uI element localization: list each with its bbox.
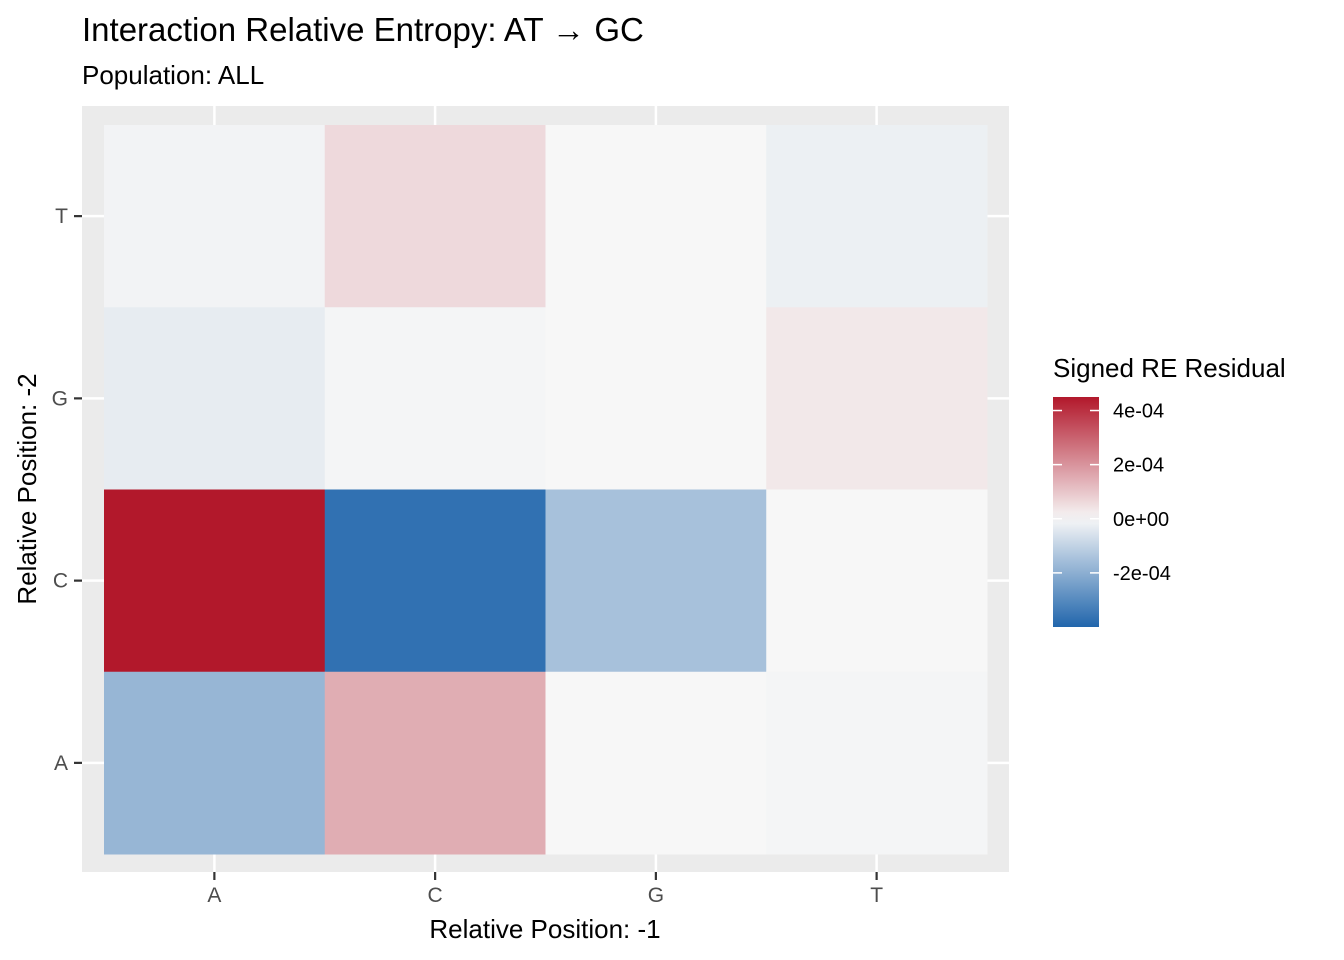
heatmap-cell-T-C <box>766 489 988 673</box>
heatmap-cell-C-T <box>324 125 546 308</box>
y-tick-label-T: T <box>55 205 68 228</box>
heatmap-cell-A-A <box>104 671 326 855</box>
heatmap-cell-G-T <box>545 125 767 308</box>
heatmap-cell-A-G <box>104 307 326 490</box>
heatmap-cell-G-G <box>545 307 767 490</box>
heatmap-cells <box>104 125 988 855</box>
y-tick-label-A: A <box>54 752 68 775</box>
y-axis-title: Relative Position: -2 <box>12 373 42 604</box>
heatmap-cell-C-C <box>324 489 546 673</box>
legend-title: Signed RE Residual <box>1053 353 1286 383</box>
heatmap-cell-T-A <box>766 671 988 855</box>
heatmap-cell-T-G <box>766 307 988 490</box>
legend-break-label: 2e-04 <box>1113 455 1164 477</box>
y-tick-label-G: G <box>52 387 68 410</box>
plot-panel <box>82 106 1009 872</box>
heatmap-cell-A-C <box>104 489 326 673</box>
heatmap-cell-G-C <box>545 489 767 673</box>
heatmap-cell-G-A <box>545 671 767 855</box>
legend: Signed RE Residual 4e-04 2e-04 0e+00 -2e-04 <box>1053 353 1286 627</box>
legend-break-label: 0e+00 <box>1113 509 1169 531</box>
x-tick-label-A: A <box>207 884 221 907</box>
legend-colorbar <box>1053 397 1099 627</box>
chart-subtitle: Population: ALL <box>82 60 264 90</box>
legend-break-label: 4e-04 <box>1113 401 1164 423</box>
heatmap-cell-A-T <box>104 125 326 308</box>
legend-break-label: -2e-04 <box>1113 563 1171 585</box>
chart-title: Interaction Relative Entropy: AT → GC <box>82 11 644 48</box>
y-tick-label-C: C <box>53 570 68 593</box>
heatmap-cell-C-A <box>324 671 546 855</box>
x-tick-label-T: T <box>870 884 883 907</box>
x-tick-label-C: C <box>428 884 443 907</box>
heatmap-cell-C-G <box>324 307 546 490</box>
legend-ticks: 4e-04 2e-04 0e+00 -2e-04 <box>1053 401 1171 585</box>
x-tick-label-G: G <box>648 884 664 907</box>
x-axis-title: Relative Position: -1 <box>429 914 660 944</box>
heatmap-cell-T-T <box>766 125 988 308</box>
y-axis: A C G T <box>52 205 82 775</box>
